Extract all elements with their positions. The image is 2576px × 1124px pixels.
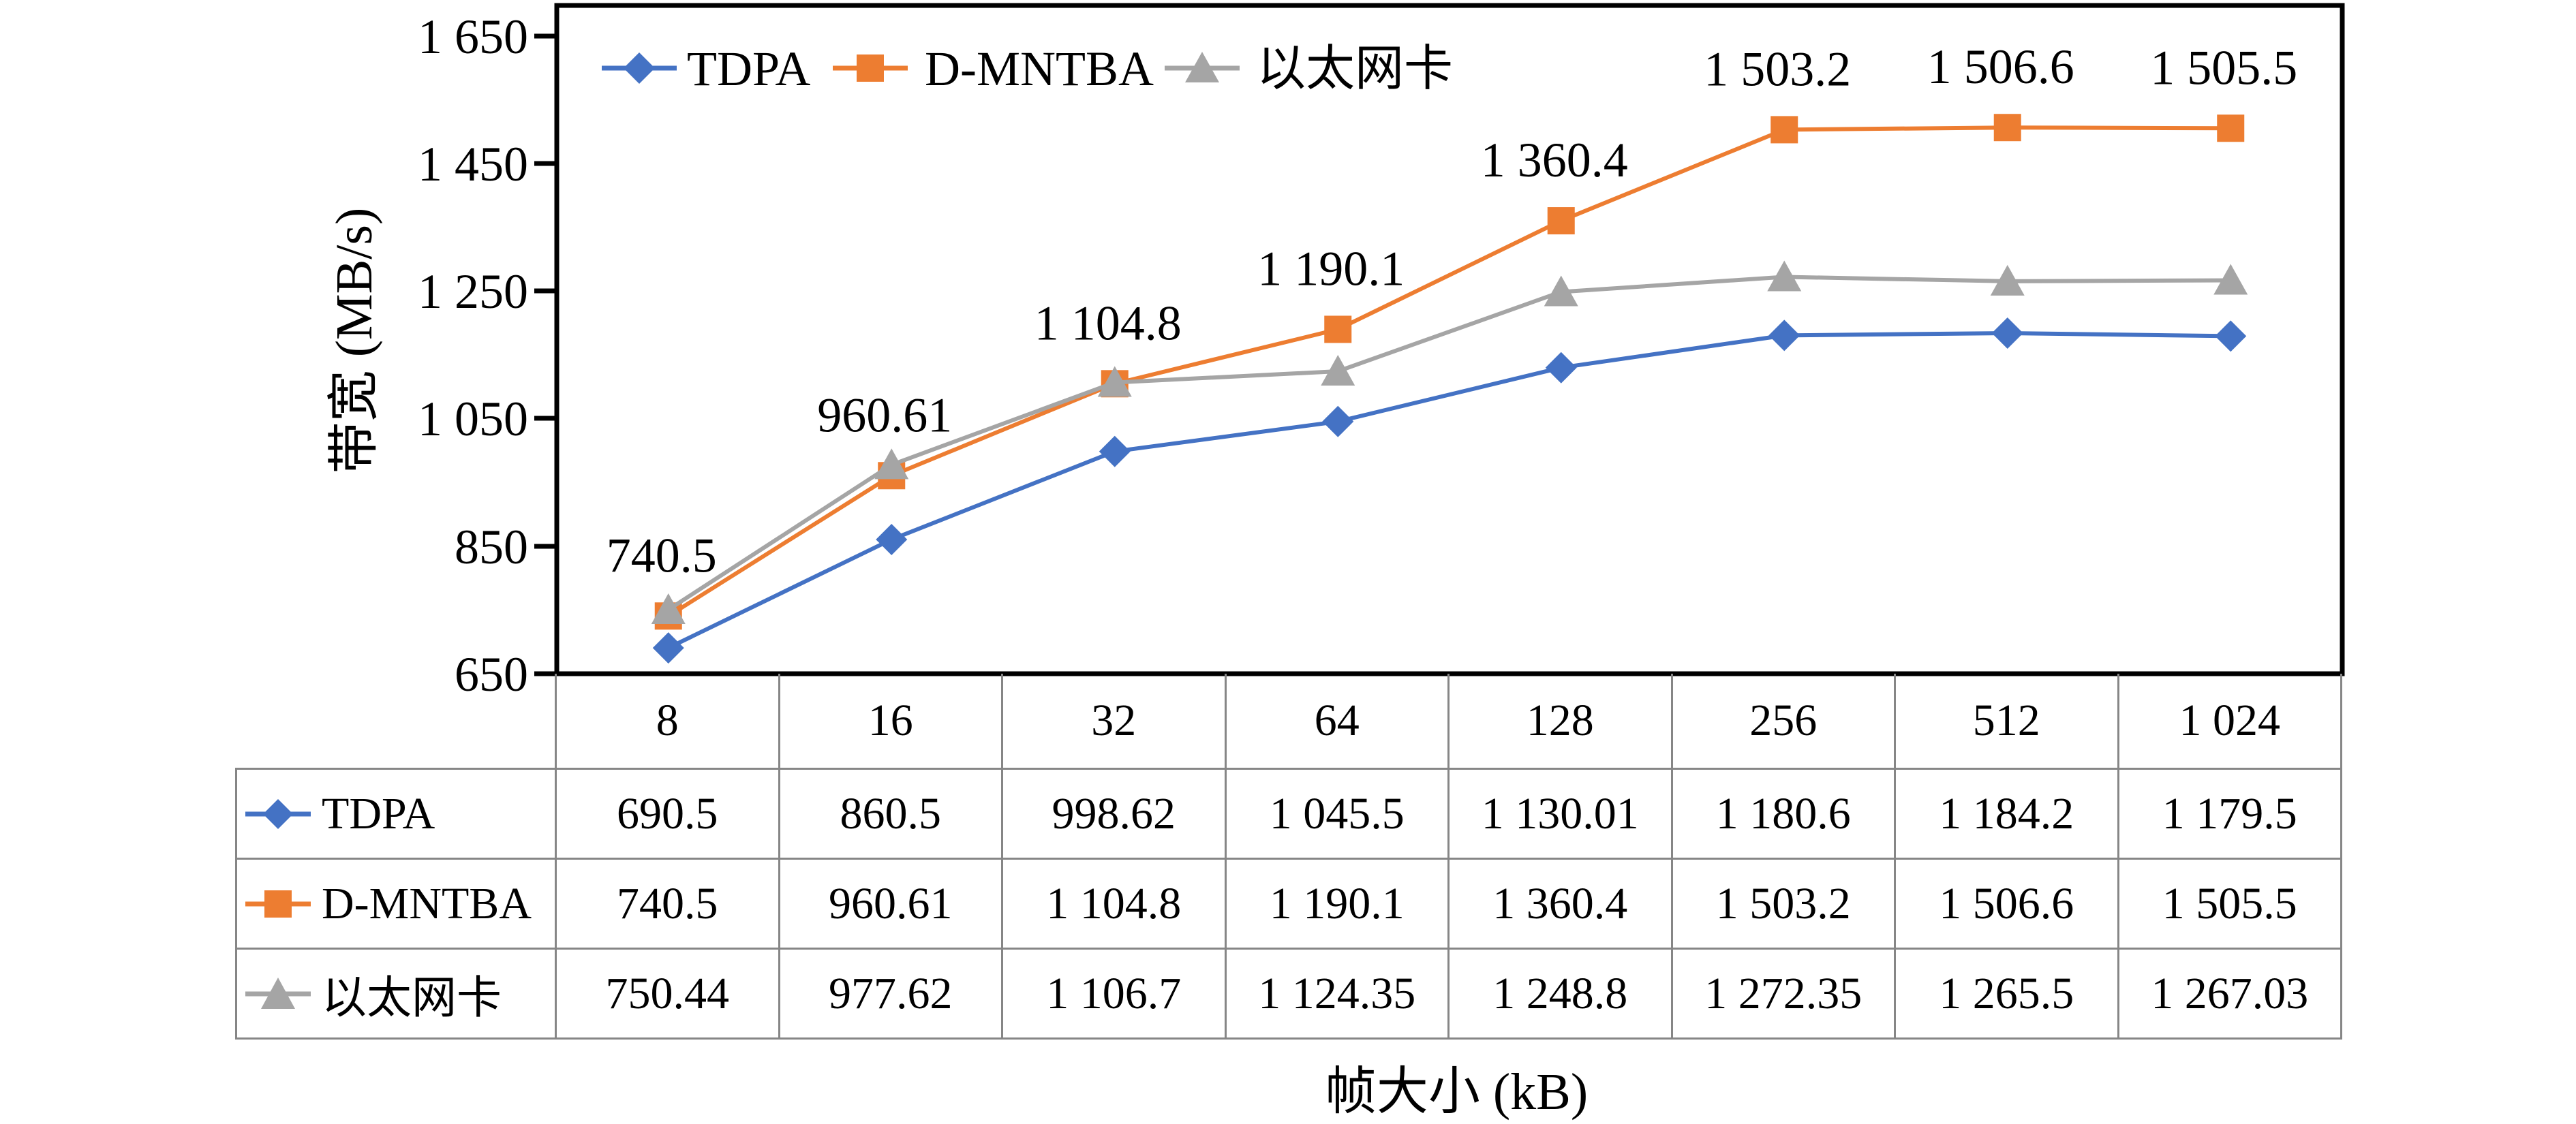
series-name: D-MNTBA [322, 878, 532, 928]
table-header-cell: 256 [1672, 674, 1896, 770]
legend-label: 以太网卡 [1257, 42, 1453, 96]
table-cell: 1 179.5 [2119, 770, 2342, 860]
y-tick-label: 1 250 [418, 264, 528, 319]
diamond-marker-icon [1991, 317, 2023, 349]
table-cell: 690.5 [557, 770, 780, 860]
data-label: 960.61 [817, 388, 952, 442]
table-cell: 1 267.03 [2119, 950, 2342, 1040]
table-cell: 750.44 [557, 950, 780, 1040]
legend-label: D-MNTBA [925, 42, 1154, 96]
table-cell: 1 180.6 [1672, 770, 1896, 860]
table-cell: 960.61 [780, 860, 1003, 950]
y-tick-label: 650 [455, 647, 528, 702]
y-tick-label: 1 650 [418, 10, 528, 64]
data-label: 1 190.1 [1257, 241, 1405, 296]
table-header-cell: 8 [557, 674, 780, 770]
diamond-marker-icon [1099, 435, 1131, 467]
table-cell: 1 190.1 [1226, 860, 1450, 950]
triangle-marker-icon [1185, 52, 1219, 82]
square-marker-icon [857, 54, 884, 82]
table-header-cell: 1 024 [2119, 674, 2342, 770]
series-line-以太网卡 [667, 275, 2231, 612]
data-table: 8 16 32 64 128 256 512 1 024 TDPA 690.5 … [235, 674, 2342, 1040]
square-marker-icon [1770, 116, 1798, 144]
table-cell: 1 248.8 [1450, 950, 1673, 1040]
table-cell: 977.62 [780, 950, 1003, 1040]
y-tick-label: 1 450 [418, 137, 528, 191]
table-row-label-ethernet: 以太网卡 [235, 950, 557, 1040]
triangle-marker-icon [2213, 264, 2248, 295]
table-header-cell: 128 [1450, 674, 1673, 770]
table-cell: 1 106.7 [1003, 950, 1227, 1040]
diamond-marker-icon [652, 632, 684, 664]
data-label: 1 505.5 [2150, 40, 2297, 95]
diamond-marker-icon [624, 52, 655, 84]
square-marker-icon [245, 890, 311, 918]
legend: TDPA D-MNTBA 以太网卡 [602, 42, 1453, 96]
y-axis-ticks [534, 33, 557, 676]
data-label: 1 506.6 [1927, 40, 2074, 94]
square-marker-icon [1993, 114, 2021, 142]
series-line-TDPA [667, 330, 2231, 650]
table-cell: 1 503.2 [1672, 860, 1896, 950]
square-marker-icon [1324, 315, 1352, 343]
square-marker-icon [1547, 207, 1575, 235]
diamond-marker-icon [245, 798, 311, 829]
table-cell: 1 184.2 [1896, 770, 2119, 860]
triangle-marker-icon [651, 593, 686, 624]
square-marker-icon [2217, 114, 2245, 142]
triangle-marker-icon [1544, 275, 1578, 307]
table-cell: 1 265.5 [1896, 950, 2119, 1040]
series-line-D-MNTBA [667, 125, 2231, 618]
table-cell: 740.5 [557, 860, 780, 950]
plot-frame [554, 3, 2345, 676]
legend-label: TDPA [687, 42, 810, 96]
diamond-marker-icon [1322, 405, 1354, 437]
triangle-marker-icon [874, 448, 909, 480]
table-cell: 1 360.4 [1450, 860, 1673, 950]
table-header-cell: 64 [1226, 674, 1450, 770]
series-layer: 740.5 960.61 1 104.8 1 190.1 1 360.4 1 503.2 1… [607, 40, 2297, 664]
triangle-marker-icon [1097, 366, 1132, 397]
y-tick-label: 850 [455, 520, 528, 574]
data-label: 740.5 [607, 528, 717, 582]
legend-item-tdpa: TDPA [602, 42, 810, 96]
table-cell: 1 104.8 [1003, 860, 1227, 950]
table-cell: 1 505.5 [2119, 860, 2342, 950]
table-corner-cell [235, 674, 557, 770]
table-cell: 1 130.01 [1450, 770, 1673, 860]
table-cell: 998.62 [1003, 770, 1227, 860]
triangle-marker-icon [245, 977, 311, 1009]
table-cell: 1 124.35 [1226, 950, 1450, 1040]
series-name: 以太网卡 [322, 973, 502, 1023]
table-row-label-d-mntba: D-MNTBA [235, 860, 557, 950]
series-name: TDPA [322, 788, 435, 839]
table-cell: 1 272.35 [1672, 950, 1896, 1040]
table-header-cell: 32 [1003, 674, 1227, 770]
diamond-marker-icon [876, 523, 908, 555]
triangle-marker-icon [1321, 355, 1355, 386]
table-row-label-tdpa: TDPA [235, 770, 557, 860]
data-label: 1 360.4 [1481, 133, 1628, 187]
y-axis-title: 带宽 (MB/s) [326, 208, 383, 474]
y-tick-label: 1 050 [418, 392, 528, 446]
table-cell: 1 506.6 [1896, 860, 2119, 950]
legend-item-ethernet: 以太网卡 [1165, 42, 1453, 96]
table-cell: 1 045.5 [1226, 770, 1450, 860]
triangle-marker-icon [1990, 264, 2025, 296]
diamond-marker-icon [1768, 319, 1800, 352]
data-label: 1 503.2 [1704, 42, 1851, 96]
x-axis-title: 帧大小 (kB) [1325, 1063, 1588, 1121]
triangle-marker-icon [1767, 260, 1802, 292]
diamond-marker-icon [1545, 352, 1577, 384]
table-header-cell: 512 [1896, 674, 2119, 770]
legend-item-d-mntba: D-MNTBA [833, 42, 1154, 96]
diamond-marker-icon [2215, 320, 2247, 352]
data-label: 1 104.8 [1034, 296, 1182, 350]
table-header-cell: 16 [780, 674, 1003, 770]
table-cell: 860.5 [780, 770, 1003, 860]
